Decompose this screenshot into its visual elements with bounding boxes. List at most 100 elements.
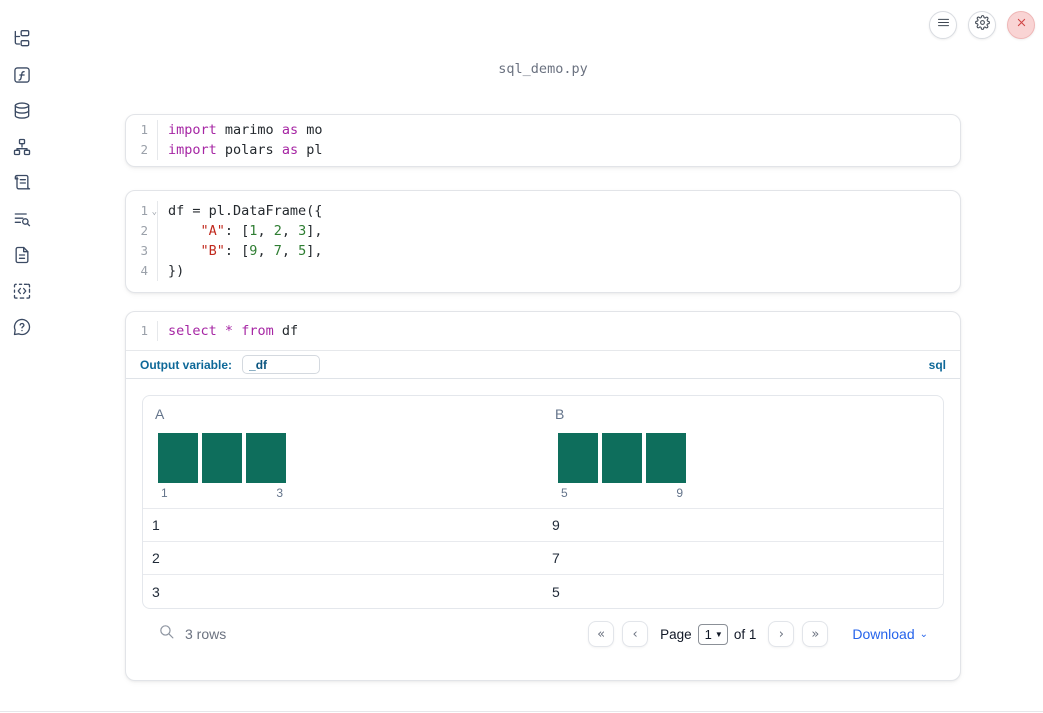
table-cell: 9 [552, 517, 560, 533]
document-icon [12, 245, 32, 270]
help-icon [12, 317, 32, 342]
download-label: Download [852, 626, 915, 642]
output-variable-row: Output variable: sql [126, 351, 960, 379]
notebook-area: sql_demo.py 1 import marimo as mo 2 import … [125, 0, 961, 681]
sidebar-item-functions[interactable] [4, 59, 40, 95]
histogram-bar [558, 433, 598, 483]
table-cell: 7 [552, 550, 560, 566]
histogram-bar [602, 433, 642, 483]
output-variable-input[interactable] [242, 355, 321, 374]
dependency-graph-icon [12, 137, 32, 162]
shutdown-button[interactable] [1007, 11, 1035, 39]
column-header-a[interactable]: A 1 3 [143, 396, 543, 508]
notebook-menu-button[interactable] [929, 11, 957, 39]
sql-cell: 1 select * from df Output variable: sql A… [125, 311, 961, 681]
pagination: « ‹ Page 1 ▼ of 1 › » [588, 621, 829, 647]
table-header: A 1 3 B 5 9 [143, 396, 943, 509]
previous-page-button[interactable]: ‹ [622, 621, 649, 647]
next-page-button[interactable]: › [768, 621, 795, 647]
histogram-min-label: 1 [161, 486, 168, 500]
line-number: 2 [126, 140, 158, 160]
page-select[interactable]: 1 ▼ [697, 623, 728, 645]
database-icon [12, 101, 32, 126]
sidebar-item-scratchpad[interactable] [4, 203, 40, 239]
histogram-bar [246, 433, 286, 483]
table-footer: 3 rows « ‹ Page 1 ▼ of 1 › » [142, 609, 944, 664]
code-line-text[interactable]: import marimo as mo [168, 122, 323, 138]
code-editor: 1 ⌄ df = pl.DataFrame({2 "A": [1, 2, 3], 3 … [126, 201, 960, 281]
first-page-button[interactable]: « [588, 621, 615, 647]
chevron-down-icon: ⌄ [919, 628, 928, 640]
search-icon[interactable] [158, 623, 175, 645]
table-output: A 1 3 B 5 9 [126, 379, 960, 680]
histogram-max-label: 3 [276, 486, 283, 500]
histogram-axis-labels: 1 3 [158, 486, 286, 500]
last-page-button[interactable]: » [802, 621, 829, 647]
sidebar-item-snippets[interactable] [4, 275, 40, 311]
sidebar-item-documentation[interactable] [4, 239, 40, 275]
sidebar-item-datasources[interactable] [4, 95, 40, 131]
page-label: Page [660, 626, 692, 642]
sidebar-item-file-tree[interactable] [4, 23, 40, 59]
chevrons-right-icon: » [811, 626, 820, 642]
chevron-right-icon: › [778, 626, 784, 642]
page-select-value: 1 [704, 626, 712, 642]
output-variable-label: Output variable: [140, 357, 233, 372]
code-line-text[interactable]: df = pl.DataFrame({ [168, 203, 323, 219]
notebook-filename: sql_demo.py [498, 61, 588, 77]
table-cell: 1 [152, 517, 160, 533]
dataframe-table: A 1 3 B 5 9 [142, 395, 944, 609]
histogram-bar [158, 433, 198, 483]
line-number: 1 ⌄ [126, 201, 158, 221]
settings-button[interactable] [968, 11, 996, 39]
code-line-text[interactable]: "B": [9, 7, 5], [200, 243, 323, 259]
code-cell-imports[interactable]: 1 import marimo as mo 2 import polars as pl [125, 114, 961, 167]
histogram-min-label: 5 [561, 486, 568, 500]
column-histogram [558, 433, 686, 483]
code-line-text[interactable]: import polars as pl [168, 142, 323, 158]
sidebar-item-dependencies[interactable] [4, 131, 40, 167]
file-tree-icon [12, 29, 32, 54]
window-toolbar [929, 11, 1035, 39]
row-count-label: 3 rows [185, 626, 227, 642]
list-search-icon [12, 209, 32, 234]
code-line-text[interactable]: }) [168, 263, 185, 279]
column-header-b[interactable]: B 5 9 [543, 396, 943, 508]
sidebar [0, 0, 44, 713]
column-histogram [158, 433, 286, 483]
fold-chevron-icon[interactable]: ⌄ [151, 207, 157, 217]
page-bottom-divider [0, 711, 1043, 712]
sidebar-item-logs[interactable] [4, 167, 40, 203]
menu-icon [936, 15, 951, 35]
chevrons-left-icon: « [597, 626, 606, 642]
table-cell: 3 [152, 583, 160, 600]
histogram-axis-labels: 5 9 [558, 486, 686, 500]
line-number: 2 [126, 221, 158, 241]
table-cell: 5 [552, 583, 560, 600]
sidebar-item-help[interactable] [4, 311, 40, 347]
line-number: 3 [126, 241, 158, 261]
close-icon [1014, 15, 1029, 35]
histogram-bar [202, 433, 242, 483]
histogram-max-label: 9 [676, 486, 683, 500]
language-badge: sql [928, 357, 946, 372]
line-number: 1 [126, 120, 158, 140]
code-line-text[interactable]: "A": [1, 2, 3], [200, 223, 323, 239]
column-name: B [555, 406, 565, 422]
code-editor: 1 import marimo as mo 2 import polars as pl [126, 120, 960, 160]
function-icon [12, 65, 32, 90]
snippets-icon [12, 281, 32, 306]
code-cell-dataframe[interactable]: 1 ⌄ df = pl.DataFrame({2 "A": [1, 2, 3], 3 … [125, 190, 961, 293]
chevron-left-icon: ‹ [632, 626, 638, 642]
download-button[interactable]: Download ⌄ [852, 626, 928, 642]
table-cell: 2 [152, 550, 160, 566]
line-number: 4 [126, 261, 158, 281]
code-line-text[interactable]: select * from df [168, 323, 299, 339]
sql-code-editor[interactable]: 1 select * from df [126, 312, 960, 351]
scroll-icon [12, 173, 32, 198]
line-number: 1 [126, 321, 158, 341]
